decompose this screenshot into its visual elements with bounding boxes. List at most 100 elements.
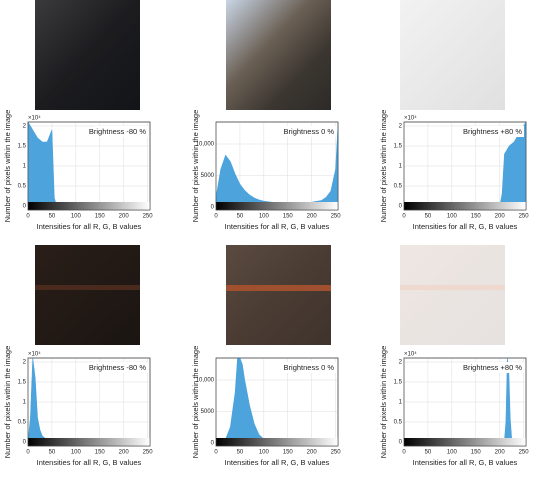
annotation: Brightness 0 % [284, 127, 335, 136]
x-tick-label: 100 [71, 214, 82, 220]
y-tick-label: 0 [23, 440, 27, 446]
x-tick-label: 50 [237, 214, 244, 220]
x-tick-label: 150 [95, 450, 106, 456]
photo [35, 245, 140, 345]
x-axis-label: Intensities for all R, G, B values [225, 222, 330, 231]
y-tick-label: 1.5 [18, 144, 27, 150]
x-tick-label: 150 [283, 450, 294, 456]
y-tick-label: 1.5 [18, 380, 27, 386]
y-tick-label: 1 [399, 164, 403, 170]
annotation: Brightness -80 % [89, 363, 146, 372]
y-tick-label: 1.5 [394, 380, 403, 386]
y-tick-label: 1 [399, 400, 403, 406]
intensity-gradient [28, 438, 150, 446]
x-tick-label: 150 [471, 450, 482, 456]
x-tick-label: 0 [26, 450, 30, 456]
annotation-box [94, 362, 148, 373]
y-tick-label: 5000 [201, 409, 215, 415]
y-tick-label: 1 [23, 164, 27, 170]
x-tick-label: 0 [214, 450, 218, 456]
x-tick-label: 0 [402, 450, 406, 456]
annotation: Brightness +80 % [463, 363, 522, 372]
y-tick-label: 0.5 [18, 184, 27, 190]
photo-detail [35, 285, 140, 290]
x-tick-label: 250 [519, 214, 530, 220]
x-tick-label: 100 [447, 450, 458, 456]
x-tick-label: 200 [119, 450, 130, 456]
annotation: Brightness -80 % [89, 127, 146, 136]
x-tick-label: 100 [71, 450, 82, 456]
y-multiplier: ×10⁴ [28, 115, 41, 122]
annotation-box [470, 362, 524, 373]
x-tick-label: 200 [119, 214, 130, 220]
annotation-box [470, 126, 524, 137]
x-tick-label: 200 [495, 450, 506, 456]
plot-frame [215, 357, 339, 447]
x-axis-label: Intensities for all R, G, B values [225, 458, 330, 467]
x-tick-label: 100 [259, 450, 270, 456]
x-axis-label: Intensities for all R, G, B values [413, 458, 518, 467]
y-axis-label: Number of pixels within the image [379, 346, 388, 459]
x-tick-label: 50 [237, 450, 244, 456]
photo [400, 0, 505, 110]
y-multiplier: ×10⁴ [28, 351, 41, 358]
annotation: Brightness 0 % [284, 363, 335, 372]
y-tick-label: 0.5 [18, 420, 27, 426]
intensity-gradient [404, 202, 526, 210]
photo [400, 245, 505, 345]
y-tick-label: 0 [399, 440, 403, 446]
photo-detail [400, 285, 505, 290]
x-tick-label: 250 [143, 450, 154, 456]
y-tick-label: 0 [211, 204, 215, 210]
annotation-box [282, 126, 336, 137]
plot-frame [27, 357, 151, 447]
y-tick-label: 0 [23, 204, 27, 210]
y-axis-label: Number of pixels within the image [191, 346, 200, 459]
x-tick-label: 50 [425, 214, 432, 220]
x-tick-label: 150 [471, 214, 482, 220]
y-tick-label: 2 [399, 124, 403, 130]
x-axis-label: Intensities for all R, G, B values [37, 458, 142, 467]
plot-frame [215, 121, 339, 211]
y-tick-label: 1.5 [394, 144, 403, 150]
y-axis-label: Number of pixels within the image [3, 346, 12, 459]
y-tick-label: 5000 [201, 173, 215, 179]
x-tick-label: 0 [26, 214, 30, 220]
y-multiplier: ×10⁴ [404, 115, 417, 122]
intensity-gradient [404, 438, 526, 446]
y-tick-label: 0 [211, 440, 215, 446]
x-tick-label: 250 [143, 214, 154, 220]
y-tick-label: 2 [399, 360, 403, 366]
y-tick-label: 1 [23, 400, 27, 406]
annotation-box [282, 362, 336, 373]
x-tick-label: 50 [49, 214, 56, 220]
x-tick-label: 250 [519, 450, 530, 456]
y-tick-label: 10,000 [196, 378, 215, 384]
intensity-gradient [28, 202, 150, 210]
y-tick-label: 2 [23, 124, 27, 130]
plot-frame [27, 121, 151, 211]
y-axis-label: Number of pixels within the image [379, 110, 388, 223]
photos [35, 0, 505, 345]
x-tick-label: 200 [307, 450, 318, 456]
y-tick-label: 0.5 [394, 420, 403, 426]
photo-detail [226, 285, 331, 291]
photo [226, 245, 331, 345]
intensity-gradient [216, 438, 338, 446]
annotation-box [94, 126, 148, 137]
y-axis-label: Number of pixels within the image [3, 110, 12, 223]
x-tick-label: 200 [307, 214, 318, 220]
plot-frame [403, 357, 527, 447]
x-axis-label: Intensities for all R, G, B values [37, 222, 142, 231]
y-tick-label: 10,000 [196, 142, 215, 148]
intensity-gradient [216, 202, 338, 210]
x-tick-label: 50 [49, 450, 56, 456]
y-tick-label: 0 [399, 204, 403, 210]
plot-frame [403, 121, 527, 211]
y-tick-label: 2 [23, 360, 27, 366]
y-multiplier: ×10⁴ [404, 351, 417, 358]
photo [35, 0, 140, 110]
x-tick-label: 250 [331, 450, 342, 456]
x-tick-label: 0 [402, 214, 406, 220]
